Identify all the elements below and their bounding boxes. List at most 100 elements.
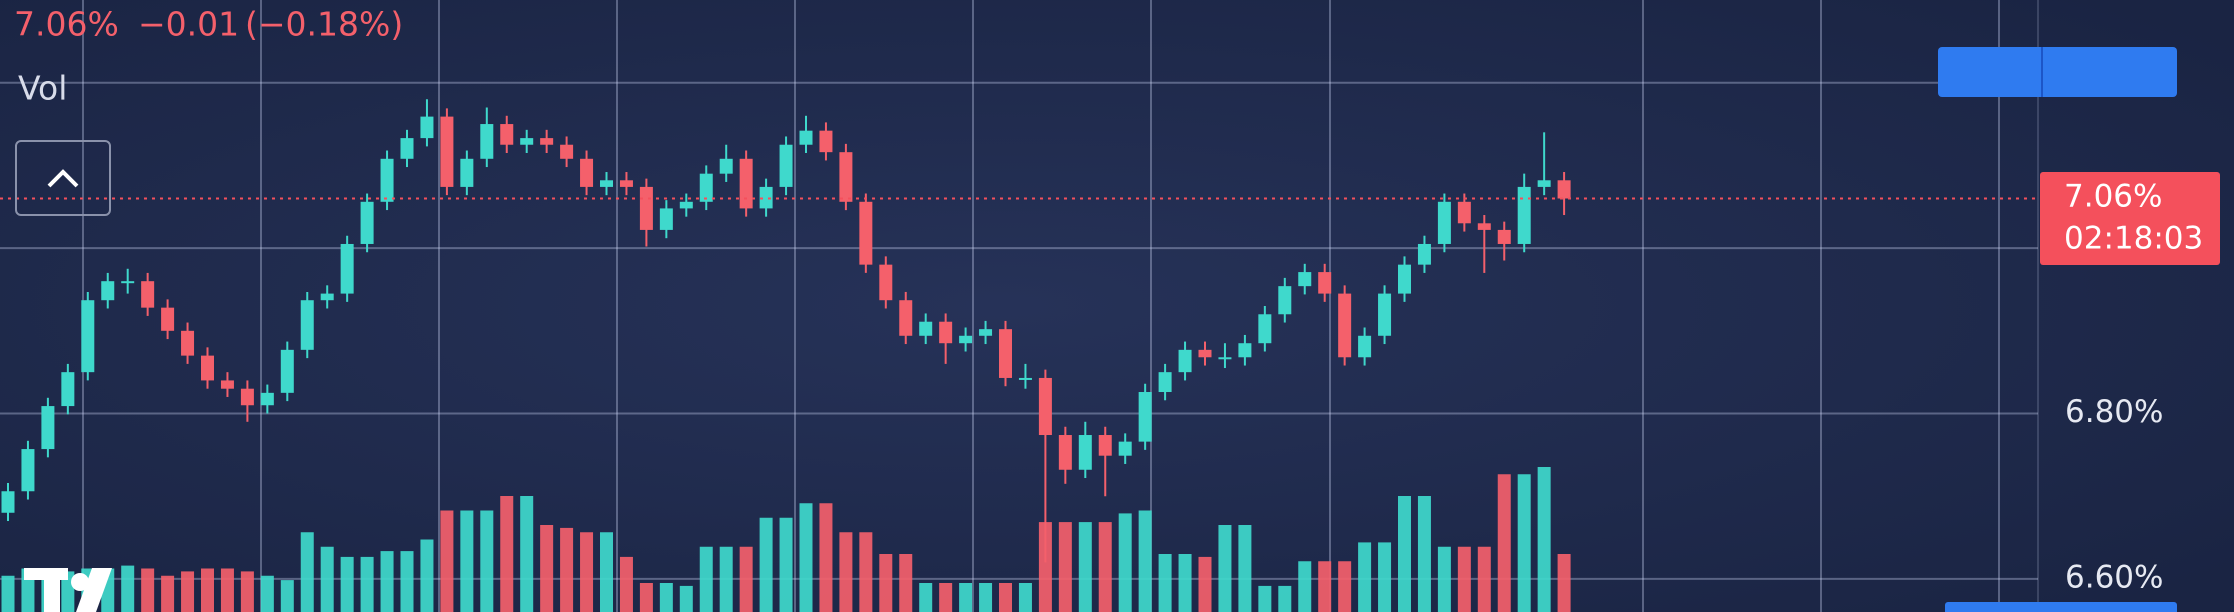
collapse-frame[interactable] [15,140,111,216]
volume-bar [480,510,494,612]
candle-body [181,330,195,356]
change-percent: (−0.18%) [245,5,403,44]
candle-body [819,130,833,153]
volume-bar [879,554,893,612]
candle-body [260,392,274,406]
candle-body [899,300,913,336]
volume-bar [500,496,514,612]
candle-body [759,186,773,209]
volume-bar [639,583,653,612]
volume-bar [959,583,973,612]
candle-body [959,335,973,344]
volume-bar [1238,525,1252,612]
volume-bar [1058,522,1072,612]
volume-bar [540,525,554,612]
candle-body [859,201,873,265]
volume-bar [1338,561,1352,612]
volume-bar [420,539,434,612]
candle-body [1058,435,1072,470]
volume-bar [619,556,633,612]
volume-bar [1318,561,1332,612]
countdown: 02:18:03 [2064,221,2203,257]
volume-bar [1477,546,1491,612]
candle-body [81,300,95,373]
volume-bar [999,583,1012,612]
candle-body [1218,357,1232,360]
volume-bar [859,532,873,612]
candle-body [1158,372,1172,393]
volume-bar [779,517,793,612]
candle-body [540,138,554,145]
volume-bar [819,503,833,612]
candle-body [1318,272,1332,294]
volume-bar [759,517,773,612]
candle-body [999,329,1012,378]
volume-bar [240,571,254,612]
candle-body [201,355,214,381]
volume-bar [1158,554,1172,612]
y-tick-label: 6.80% [2065,394,2163,430]
volume-bar [300,532,314,612]
high-badge-bg [1938,47,2177,97]
volume-bar [580,532,594,612]
volume-bar [1078,522,1092,612]
price-grid [0,81,2038,580]
candle-body [101,281,115,301]
candle-body [1038,377,1052,436]
candle-body [41,406,55,450]
candle-body [161,307,175,331]
candle-body [220,380,234,389]
volume-bar [181,571,195,612]
candle-body [739,158,753,209]
candle-body [380,158,394,202]
candle-body [1018,377,1032,380]
candle-body [21,449,35,492]
candle-body [1338,293,1352,358]
volume-bar [1118,513,1132,612]
candle-body [1098,435,1112,456]
volume-bar [1,575,15,612]
volume-bar [979,583,993,612]
volume-bar [1557,554,1571,612]
candle-body [939,321,953,344]
volume-bar [520,496,534,612]
volume-bar [280,580,294,612]
candle-body [600,180,613,187]
last-price: 7.06% [14,5,119,44]
candle-body [520,138,534,145]
volume-bar [320,546,334,612]
candle-body [1537,180,1551,187]
candle-body [719,158,733,174]
candle-body [500,124,514,145]
volume-bar [899,554,913,612]
volume-bar [1298,561,1312,612]
candle-body [799,130,813,145]
candle-body [1437,201,1451,244]
collapse-button[interactable] [15,140,111,216]
volume-bar [1358,542,1372,612]
time-grid [82,0,2039,612]
candle-body [1258,314,1272,344]
logo [24,568,112,612]
candle-body [141,281,155,308]
candle-body [460,158,474,187]
candle-body [1078,435,1092,470]
volume-bar [1218,525,1232,612]
volume-bar [1437,546,1451,612]
volume-bar [1258,585,1272,612]
overlay: 6.80% 6.60% [0,197,2163,595]
candle-body [1517,186,1531,244]
candle-body [420,116,434,139]
volume-bar [1018,583,1032,612]
candle-body [340,243,354,294]
volume-badge [1945,602,2177,612]
volume-bar [260,575,274,612]
candle-body [1238,343,1252,358]
volume-bar [460,510,474,612]
candle-body [839,152,853,202]
volume-bar [799,503,813,612]
chevron-up[interactable] [47,169,79,188]
candle-body [919,321,933,336]
volume-bar [719,546,733,612]
